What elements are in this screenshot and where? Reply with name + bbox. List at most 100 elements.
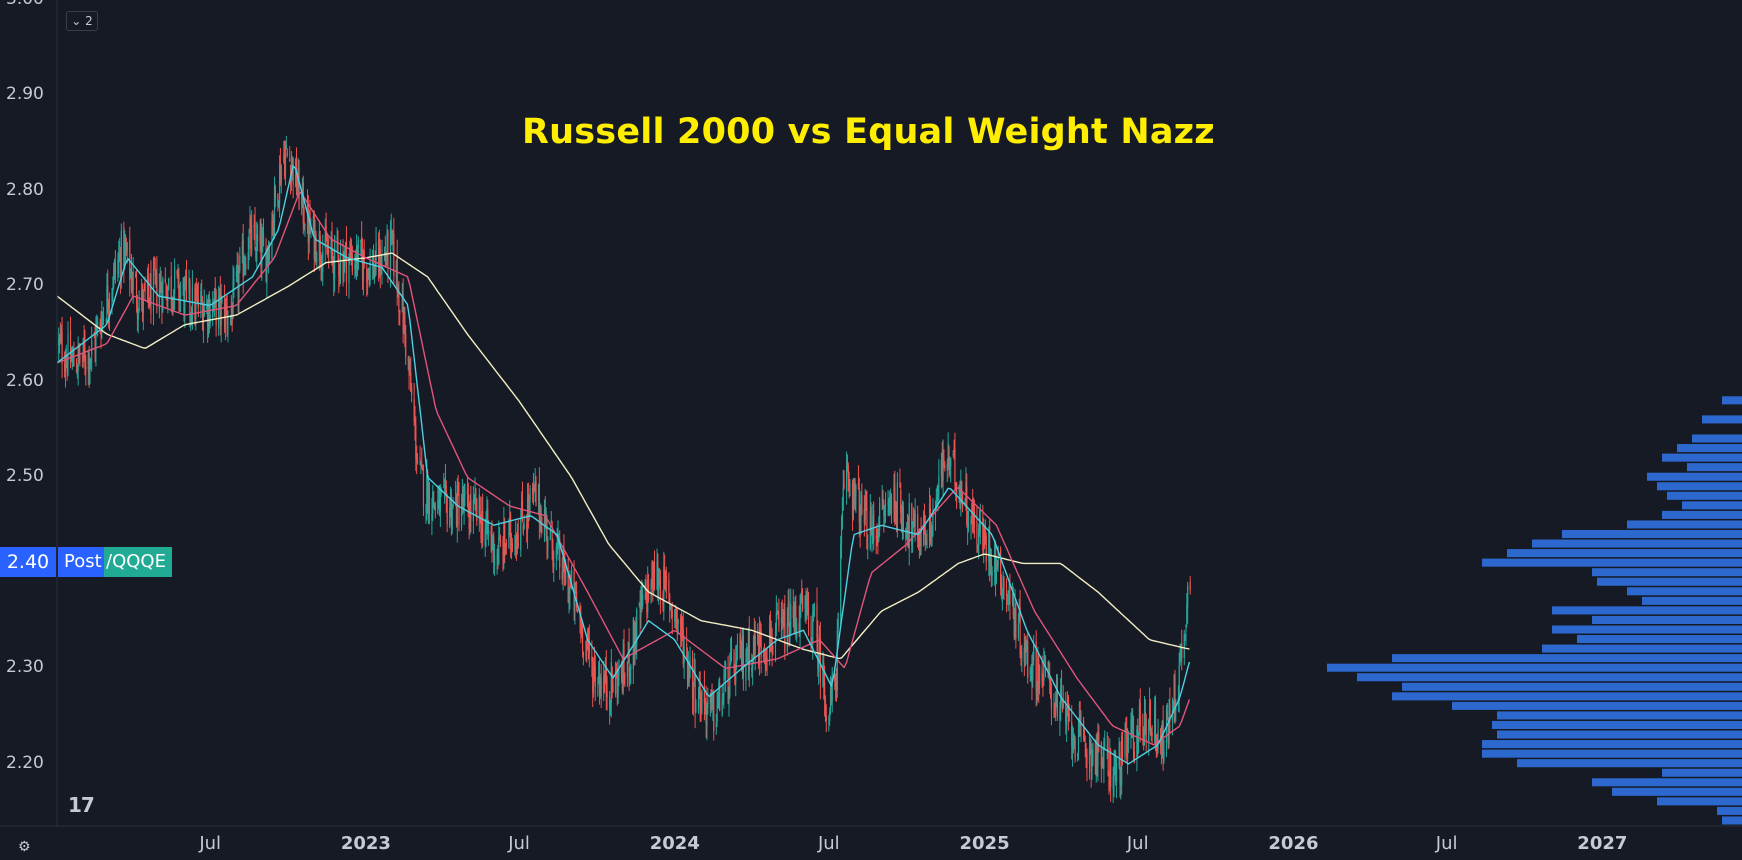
candle-body [296,189,298,191]
candle-body [994,542,997,581]
candle-body [612,683,614,693]
candle-body [207,301,210,323]
candle-body [1168,704,1170,745]
candle-body [926,541,928,548]
candle-body [727,667,729,702]
candle-body [606,691,608,697]
candle-body [1120,782,1122,786]
tradingview-logo-icon[interactable]: 17 [68,793,95,817]
candle-body [675,607,678,623]
candle-body [250,220,252,249]
candle-body [1144,711,1146,719]
candle-body [324,228,326,248]
volume-profile-bar [1677,444,1742,453]
candle-body [1133,752,1135,757]
candle-body [805,596,807,618]
candle-body [91,340,93,355]
candle-body [1009,586,1011,606]
candle-body [784,610,786,653]
candle-body [416,456,418,462]
candle-body [747,629,750,665]
candle-body [389,229,392,273]
candle-body [1189,582,1191,591]
candle-body [251,226,253,253]
candle-body [905,528,907,539]
candle-body [458,493,460,526]
candle-body [759,630,761,632]
candle-body [460,510,463,528]
candle-body [398,288,400,312]
candle-body [611,666,613,684]
candle-body [659,577,662,601]
candle-body [1088,748,1091,764]
candle-body [634,627,636,655]
candle-body [1019,607,1021,656]
candle-body [219,287,221,321]
candle-body [285,144,287,149]
candle-body [824,699,827,713]
candle-body [113,266,115,288]
candle-body [390,229,392,232]
candle-body [117,259,119,275]
candle-body [1143,710,1146,739]
volume-profile-bar [1492,720,1742,730]
candle-body [79,354,81,362]
candle-body [189,280,191,313]
candle-body [722,694,724,697]
candle-body [119,252,121,258]
candle-body [859,520,861,534]
candle-body [636,609,638,646]
candle-body [179,291,182,297]
candle-body [136,305,138,316]
volume-profile-bar [1657,797,1742,806]
candle-body [223,299,226,327]
candle-body [552,545,554,567]
candle-body [455,497,457,501]
candle-body [858,487,860,523]
candle-body [715,723,717,728]
candle-body [1023,648,1025,663]
candle-body [795,606,797,636]
volume-profile-bar [1552,606,1742,615]
settings-gear-icon[interactable]: ⚙ [18,838,31,854]
candle-body [318,231,320,261]
candle-body [182,283,184,288]
candle-body [847,465,849,479]
candle-body [515,535,517,552]
candle-body [487,509,489,533]
candle-body [496,555,498,559]
candle-body [433,504,436,507]
candle-body [609,705,612,707]
candle-body [260,234,262,266]
candle-body [164,278,166,283]
candle-body [178,273,180,301]
candle-body [244,264,246,268]
candle-body [247,252,249,269]
candle-body [822,661,824,686]
candle-body [158,289,161,311]
candle-body [576,610,579,612]
candle-body [585,640,587,657]
candle-body [77,345,79,371]
last-price-tag: 2.40 [0,547,56,577]
candle-body [381,253,383,270]
candle-body [853,478,855,497]
candle-body [557,536,559,547]
candle-body [610,662,612,704]
candle-body [135,278,138,305]
candle-body [61,332,63,364]
candle-body [315,233,317,262]
candle-body [907,521,909,547]
candle-body [1162,721,1164,758]
candle-body [357,239,359,271]
candle-body [573,569,575,612]
candle-body [614,669,617,694]
candle-body [854,480,856,495]
candle-body [411,387,413,395]
candle-body [413,399,415,422]
candle-body [570,581,572,588]
candle-body [82,338,84,358]
indicator-collapse-button[interactable]: ⌄ 2 [66,11,98,31]
candle-body [564,558,566,586]
